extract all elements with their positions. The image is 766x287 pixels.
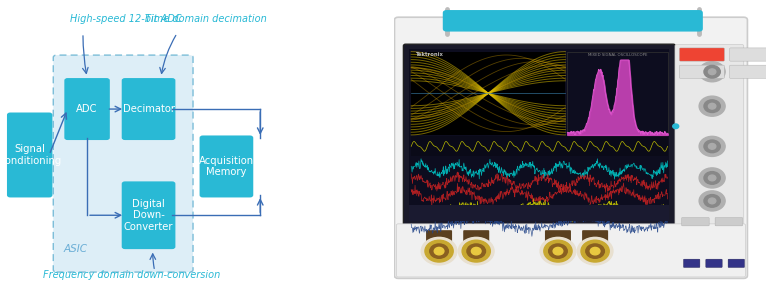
Circle shape	[458, 237, 494, 265]
FancyBboxPatch shape	[675, 44, 744, 225]
Text: Decimator: Decimator	[123, 104, 175, 114]
FancyBboxPatch shape	[404, 44, 676, 226]
FancyBboxPatch shape	[679, 48, 725, 61]
Circle shape	[709, 69, 716, 75]
Circle shape	[704, 195, 720, 207]
Text: MIXED SIGNAL OSCILLOSCOPE: MIXED SIGNAL OSCILLOSCOPE	[588, 53, 647, 57]
Circle shape	[544, 240, 572, 262]
Text: Signal
Conditioning: Signal Conditioning	[0, 144, 61, 166]
Circle shape	[586, 244, 604, 258]
Circle shape	[699, 96, 725, 116]
FancyBboxPatch shape	[411, 52, 565, 135]
Circle shape	[421, 237, 457, 265]
Circle shape	[673, 124, 679, 129]
FancyBboxPatch shape	[729, 65, 766, 78]
Circle shape	[581, 240, 609, 262]
Circle shape	[699, 191, 725, 211]
Circle shape	[462, 240, 490, 262]
Circle shape	[467, 244, 486, 258]
FancyBboxPatch shape	[122, 181, 175, 249]
FancyBboxPatch shape	[200, 135, 254, 197]
FancyBboxPatch shape	[122, 78, 175, 140]
FancyBboxPatch shape	[409, 205, 669, 221]
Text: ADC: ADC	[77, 104, 98, 114]
Circle shape	[699, 168, 725, 188]
FancyBboxPatch shape	[582, 230, 608, 243]
FancyBboxPatch shape	[545, 230, 571, 243]
FancyBboxPatch shape	[705, 259, 722, 267]
Text: Acquisition
Memory: Acquisition Memory	[199, 156, 254, 177]
Circle shape	[709, 198, 716, 204]
FancyBboxPatch shape	[64, 78, 110, 140]
Text: High-speed 12-bit ADC: High-speed 12-bit ADC	[70, 14, 182, 24]
FancyBboxPatch shape	[411, 136, 667, 156]
FancyBboxPatch shape	[7, 113, 52, 197]
Circle shape	[709, 103, 716, 109]
Text: Digital
Down-
Converter: Digital Down- Converter	[124, 199, 173, 232]
FancyBboxPatch shape	[409, 49, 669, 221]
Circle shape	[434, 247, 444, 255]
FancyBboxPatch shape	[715, 218, 742, 226]
FancyBboxPatch shape	[426, 230, 452, 243]
FancyBboxPatch shape	[396, 224, 745, 277]
Circle shape	[704, 140, 720, 153]
Circle shape	[471, 247, 481, 255]
Circle shape	[591, 247, 600, 255]
Circle shape	[704, 100, 720, 113]
FancyBboxPatch shape	[682, 218, 709, 226]
FancyBboxPatch shape	[443, 10, 703, 32]
Circle shape	[704, 65, 720, 78]
Circle shape	[553, 247, 563, 255]
Circle shape	[430, 244, 448, 258]
Circle shape	[699, 136, 725, 156]
FancyBboxPatch shape	[683, 259, 700, 267]
FancyBboxPatch shape	[568, 52, 667, 135]
Circle shape	[578, 237, 613, 265]
Circle shape	[709, 144, 716, 149]
Text: Frequency domain down-conversion: Frequency domain down-conversion	[43, 270, 220, 280]
FancyBboxPatch shape	[729, 48, 766, 61]
FancyBboxPatch shape	[679, 65, 725, 78]
Circle shape	[704, 172, 720, 184]
FancyBboxPatch shape	[54, 55, 193, 272]
Circle shape	[425, 240, 453, 262]
Circle shape	[548, 244, 568, 258]
Circle shape	[699, 62, 725, 82]
Circle shape	[709, 175, 716, 181]
FancyBboxPatch shape	[463, 230, 489, 243]
Text: Time domain decimation: Time domain decimation	[146, 14, 267, 24]
Text: Tektronix: Tektronix	[415, 52, 443, 57]
FancyBboxPatch shape	[728, 259, 745, 267]
Circle shape	[540, 237, 576, 265]
FancyBboxPatch shape	[394, 17, 748, 278]
Text: ASIC: ASIC	[64, 244, 87, 254]
